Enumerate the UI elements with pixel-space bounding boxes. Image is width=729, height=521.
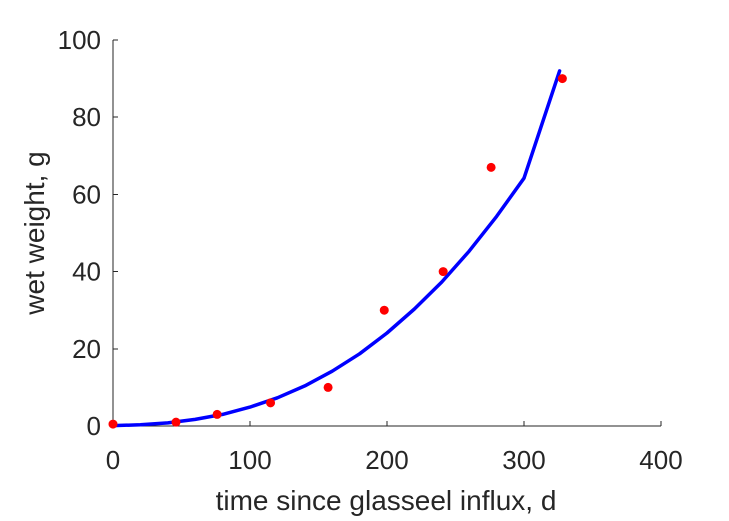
x-ticks: 0 100 200 300 400 [106,421,683,475]
x-tick-label: 100 [228,445,271,475]
axes [112,40,661,427]
data-point [323,382,333,392]
data-point [379,305,389,315]
data-point [171,417,181,427]
data-point [438,267,448,277]
x-tick-label: 200 [365,445,408,475]
x-tick-label: 300 [502,445,545,475]
data-point [266,398,276,408]
y-tick-label: 40 [72,257,101,287]
y-tick-label: 20 [72,334,101,364]
y-tick-label: 80 [72,102,101,132]
y-axis-label: wet weight, g [19,151,50,315]
x-tick-label: 400 [639,445,682,475]
y-tick-label: 0 [87,411,101,441]
x-axis-label: time since glasseel influx, d [216,485,557,516]
plot-area [108,69,567,429]
y-ticks: 0 20 40 60 80 100 [58,25,118,441]
data-point [108,419,118,429]
x-tick-label: 0 [106,445,120,475]
data-point [212,409,222,419]
fit-curve [111,69,562,428]
data-point [557,74,567,84]
data-point [486,162,496,172]
y-tick-label: 60 [72,179,101,209]
y-tick-label: 100 [58,25,101,55]
